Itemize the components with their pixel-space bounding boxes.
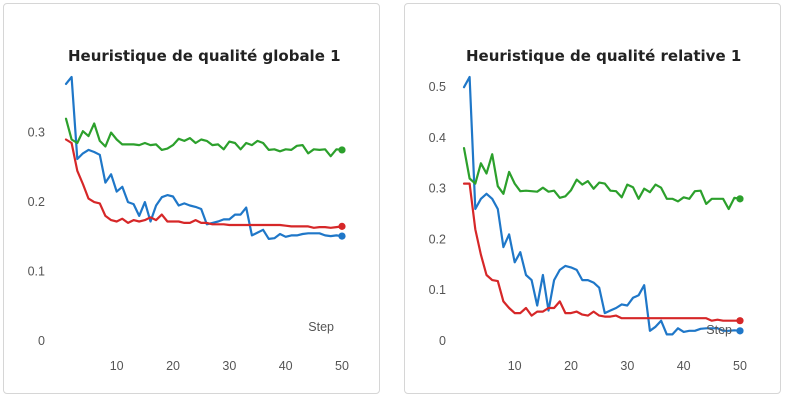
x-axis: 10 20 30 40 50	[110, 359, 349, 373]
x-axis-label: Step	[308, 320, 334, 334]
x-tick-label: 40	[279, 359, 293, 373]
series-group	[64, 75, 346, 240]
x-tick-label: 20	[166, 359, 180, 373]
y-axis: 0 0.1 0.2 0.3 0.4 0.5	[429, 80, 446, 348]
series-line-0	[462, 75, 742, 336]
y-axis: 0 0.1 0.2 0.3	[28, 126, 45, 348]
chart-relative: Heuristique de qualité relative 1 0 0.1 0.…	[429, 47, 747, 373]
x-axis: 10 20 30 40 50	[508, 359, 747, 373]
series-line-1	[64, 117, 344, 158]
y-tick-label: 0	[439, 334, 446, 348]
series-group	[462, 75, 744, 336]
chart-panel-relative: Heuristique de qualité relative 1 0 0.1 0.…	[404, 3, 781, 394]
series-end-point-0	[736, 327, 744, 335]
x-axis-label: Step	[706, 323, 732, 337]
x-tick-label: 20	[564, 359, 578, 373]
x-tick-label: 10	[110, 359, 124, 373]
series-line-2	[64, 138, 344, 229]
series-line-2	[462, 182, 742, 322]
x-tick-label: 10	[508, 359, 522, 373]
series-end-point-0	[338, 232, 346, 240]
series-end-point-2	[338, 222, 346, 230]
x-tick-label: 50	[335, 359, 349, 373]
chart-title: Heuristique de qualité globale 1	[68, 47, 341, 65]
x-tick-label: 30	[620, 359, 634, 373]
y-tick-label: 0.5	[429, 80, 446, 94]
y-tick-label: 0.2	[429, 232, 446, 246]
series-end-point-1	[338, 146, 346, 154]
chart-global: Heuristique de qualité globale 1 0 0.1 0.2…	[28, 47, 349, 373]
chart-panel-global: Heuristique de qualité globale 1 0 0.1 0.2…	[3, 3, 380, 394]
y-tick-label: 0.4	[429, 131, 446, 145]
x-tick-label: 40	[677, 359, 691, 373]
y-tick-label: 0.3	[429, 182, 446, 196]
x-tick-label: 50	[733, 359, 747, 373]
series-end-point-1	[736, 195, 744, 203]
series-end-point-2	[736, 317, 744, 325]
y-tick-label: 0.1	[429, 283, 446, 297]
x-tick-label: 30	[222, 359, 236, 373]
series-line-0	[64, 75, 344, 240]
y-tick-label: 0	[38, 334, 45, 348]
y-tick-label: 0.3	[28, 126, 45, 140]
series-line-1	[462, 147, 742, 211]
y-tick-label: 0.1	[28, 265, 45, 279]
y-tick-label: 0.2	[28, 195, 45, 209]
chart-title: Heuristique de qualité relative 1	[466, 47, 741, 65]
